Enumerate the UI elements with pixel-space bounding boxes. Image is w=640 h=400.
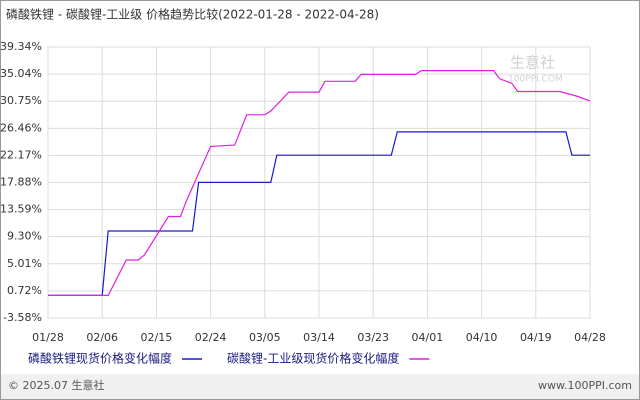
y-tick-label: 9.30%: [7, 230, 42, 243]
x-tick-label: 04/10: [466, 331, 498, 344]
footer-right: www.100PPI.com: [538, 379, 632, 392]
series-line: [48, 69, 591, 296]
x-tick-label: 01/28: [32, 331, 64, 344]
y-tick-label: 30.75%: [0, 94, 42, 107]
footer-band: [1, 374, 639, 399]
chart-title: 磷酸铁锂 - 碳酸锂-工业级 价格趋势比较(2022-01-28 - 2022-…: [6, 7, 379, 22]
x-tick-label: 04/01: [412, 331, 444, 344]
x-tick-label: 02/24: [195, 331, 227, 344]
x-tick-label: 04/28: [574, 331, 606, 344]
footer-left: © 2025.07 生意社: [8, 378, 104, 392]
x-tick-label: 03/14: [303, 331, 335, 344]
series-line: [48, 131, 590, 296]
y-tick-label: 0.72%: [7, 284, 42, 297]
y-tick-label: 35.04%: [0, 67, 42, 80]
x-tick-label: 02/06: [86, 331, 118, 344]
legend-label: 磷酸铁锂现货价格变化幅度: [28, 351, 172, 366]
y-tick-label: 26.46%: [0, 121, 42, 134]
x-tick-label: 04/19: [520, 331, 552, 344]
legend-label: 碳酸锂-工业级现货价格变化幅度: [227, 351, 399, 366]
y-tick-label: 17.88%: [0, 176, 42, 189]
y-tick-label: 39.34%: [0, 40, 42, 53]
x-tick-label: 03/23: [357, 331, 389, 344]
x-tick-label: 02/15: [141, 331, 173, 344]
y-tick-label: 13.59%: [0, 203, 42, 216]
y-tick-label: 22.17%: [0, 148, 42, 161]
y-tick-label: 5.01%: [7, 257, 42, 270]
y-tick-label: -3.58%: [3, 311, 42, 324]
x-tick-label: 03/05: [249, 331, 281, 344]
watermark: 生意社: [510, 54, 555, 72]
